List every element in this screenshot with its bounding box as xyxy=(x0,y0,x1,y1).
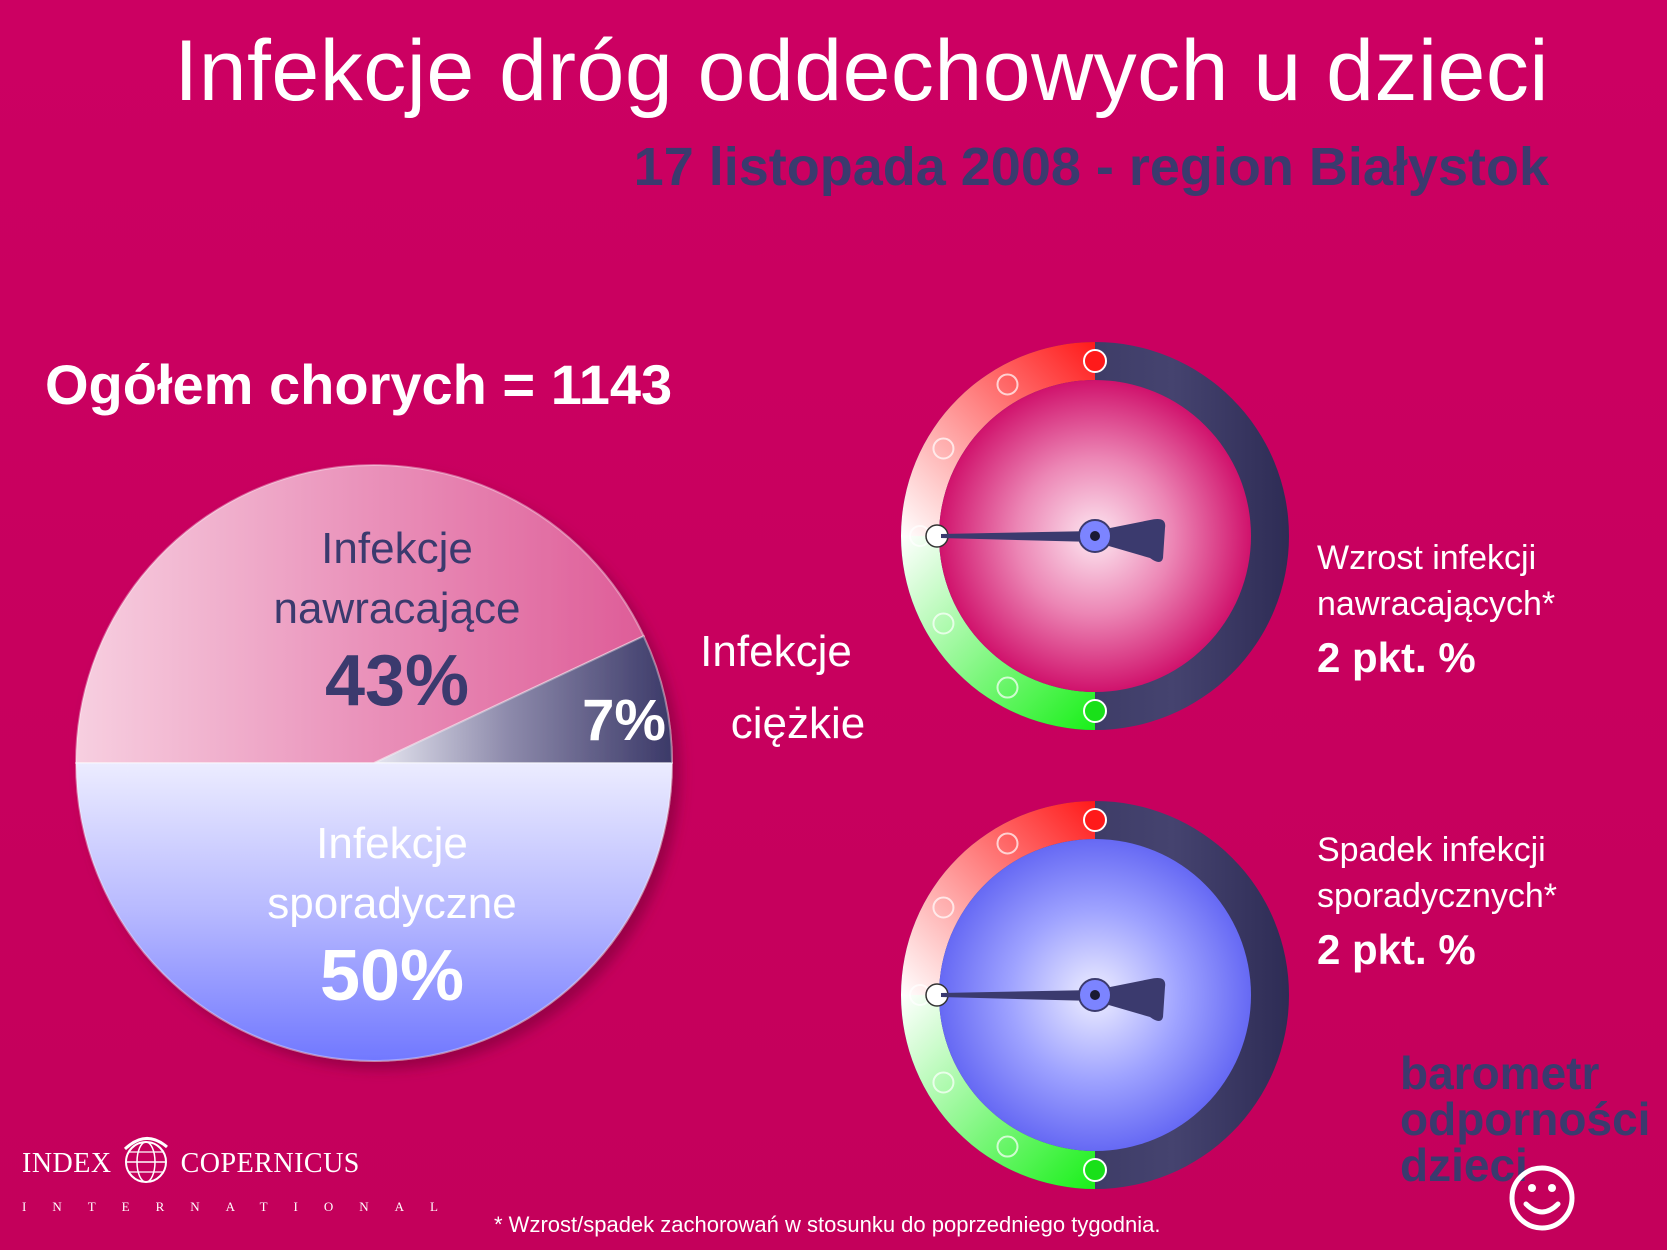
pie-label-name: sporadyczne xyxy=(267,879,516,928)
gauge-tick xyxy=(1083,349,1107,373)
gauge-label-recurrent: Wzrost infekcji nawracających* 2 pkt. % xyxy=(1317,535,1555,681)
gauge-tick xyxy=(996,1135,1019,1158)
pie-slice-2 xyxy=(74,762,674,1062)
gauge-tick xyxy=(932,896,955,919)
footnote: * Wzrost/spadek zachorowań w stosunku do… xyxy=(494,1212,1161,1237)
smiley-icon xyxy=(1509,1165,1575,1231)
logo-text-right: COPERNICUS xyxy=(180,1148,360,1179)
gauge-hub-center xyxy=(1090,531,1100,541)
gauge-value: 2 pkt. % xyxy=(1317,926,1476,973)
pie-data-label: 7% xyxy=(582,688,666,753)
gauge-tick xyxy=(996,832,1019,855)
gauge-tick xyxy=(996,373,1019,396)
brand-line2: odporności xyxy=(1400,1093,1651,1145)
page-title: Infekcje dróg oddechowych u dzieci xyxy=(174,23,1549,119)
brand-logo: barometr odporności dzieci xyxy=(1400,1050,1650,1188)
gauge-label-line2: nawracających* xyxy=(1317,585,1556,623)
gauge-tick xyxy=(932,437,955,460)
gauge-tick xyxy=(996,676,1019,699)
pie-label-name: Infekcje xyxy=(700,627,852,676)
index-copernicus-logo: INDEX COPERNICUS INTERNATIONAL xyxy=(22,1136,464,1215)
gauge-label-line1: Spadek infekcji xyxy=(1317,831,1546,869)
gauge-tick xyxy=(1083,1158,1107,1182)
logo-subtext: INTERNATIONAL xyxy=(22,1198,464,1214)
logo-text-left: INDEX xyxy=(22,1148,112,1179)
pie-data-label: 43% xyxy=(325,641,469,721)
gauge-hub-center xyxy=(1090,990,1100,1000)
pie-label-name: nawracające xyxy=(273,584,520,633)
brand-line3: dzieci xyxy=(1400,1139,1528,1191)
total-patients-label: Ogółem chorych = 1143 xyxy=(45,353,673,416)
gauge-tick xyxy=(1083,808,1107,832)
pie-label-name: Infekcje xyxy=(321,524,473,573)
gauge-label-sporadic: Spadek infekcji sporadycznych* 2 pkt. % xyxy=(1317,827,1557,973)
pie-label-name: ciężkie xyxy=(731,699,866,748)
gauge-label-line1: Wzrost infekcji xyxy=(1317,539,1537,577)
gauge-tick xyxy=(932,612,955,635)
gauge-label-line2: sporadycznych* xyxy=(1317,877,1558,915)
pie-slice-1 xyxy=(373,634,674,764)
gauge-tick xyxy=(1083,699,1107,723)
brand-line1: barometr xyxy=(1400,1047,1600,1099)
page-subtitle: 17 listopada 2008 - region Białystok xyxy=(633,137,1549,197)
gauge-sporadic xyxy=(901,801,1289,1189)
gauge-value: 2 pkt. % xyxy=(1317,634,1476,681)
pie-label-name: Infekcje xyxy=(316,819,468,868)
pie-data-label: 50% xyxy=(320,936,464,1016)
gauge-tick xyxy=(932,1071,955,1094)
globe-icon xyxy=(119,1136,173,1183)
gauge-recurrent xyxy=(901,342,1289,730)
pie-slice-0 xyxy=(74,464,645,764)
